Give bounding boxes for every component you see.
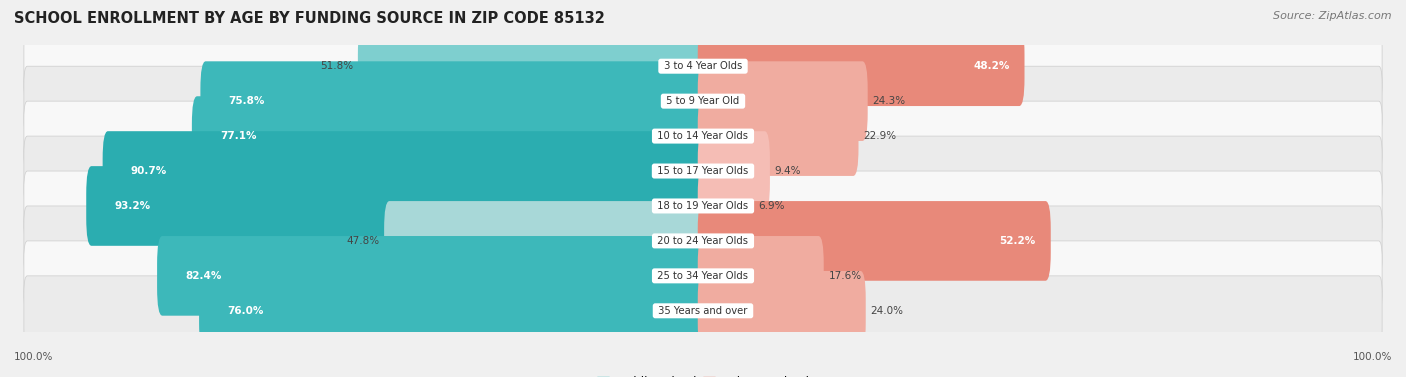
- Text: 18 to 19 Year Olds: 18 to 19 Year Olds: [654, 201, 752, 211]
- Text: 24.3%: 24.3%: [872, 96, 905, 106]
- FancyBboxPatch shape: [86, 166, 709, 246]
- FancyBboxPatch shape: [24, 241, 1382, 311]
- Text: 25 to 34 Year Olds: 25 to 34 Year Olds: [654, 271, 752, 281]
- Text: 10 to 14 Year Olds: 10 to 14 Year Olds: [654, 131, 752, 141]
- FancyBboxPatch shape: [24, 276, 1382, 346]
- Text: 17.6%: 17.6%: [828, 271, 862, 281]
- FancyBboxPatch shape: [24, 136, 1382, 206]
- FancyBboxPatch shape: [24, 206, 1382, 276]
- Text: SCHOOL ENROLLMENT BY AGE BY FUNDING SOURCE IN ZIP CODE 85132: SCHOOL ENROLLMENT BY AGE BY FUNDING SOUR…: [14, 11, 605, 26]
- Text: 47.8%: 47.8%: [346, 236, 380, 246]
- FancyBboxPatch shape: [201, 61, 709, 141]
- FancyBboxPatch shape: [24, 171, 1382, 241]
- Text: 90.7%: 90.7%: [131, 166, 167, 176]
- Text: 75.8%: 75.8%: [229, 96, 264, 106]
- Text: 15 to 17 Year Olds: 15 to 17 Year Olds: [654, 166, 752, 176]
- Text: 5 to 9 Year Old: 5 to 9 Year Old: [664, 96, 742, 106]
- FancyBboxPatch shape: [359, 26, 709, 106]
- FancyBboxPatch shape: [697, 271, 866, 351]
- FancyBboxPatch shape: [697, 131, 770, 211]
- FancyBboxPatch shape: [697, 61, 868, 141]
- Text: 76.0%: 76.0%: [228, 306, 264, 316]
- FancyBboxPatch shape: [24, 66, 1382, 136]
- Text: 82.4%: 82.4%: [186, 271, 222, 281]
- FancyBboxPatch shape: [200, 271, 709, 351]
- Text: 77.1%: 77.1%: [221, 131, 256, 141]
- Text: 48.2%: 48.2%: [973, 61, 1010, 71]
- Text: 51.8%: 51.8%: [321, 61, 353, 71]
- Text: Source: ZipAtlas.com: Source: ZipAtlas.com: [1274, 11, 1392, 21]
- FancyBboxPatch shape: [384, 201, 709, 281]
- Text: 24.0%: 24.0%: [870, 306, 903, 316]
- FancyBboxPatch shape: [103, 131, 709, 211]
- Text: 100.0%: 100.0%: [1353, 352, 1392, 362]
- Text: 52.2%: 52.2%: [1000, 236, 1036, 246]
- FancyBboxPatch shape: [157, 236, 709, 316]
- Text: 9.4%: 9.4%: [775, 166, 801, 176]
- Text: 3 to 4 Year Olds: 3 to 4 Year Olds: [661, 61, 745, 71]
- Text: 35 Years and over: 35 Years and over: [655, 306, 751, 316]
- Text: 22.9%: 22.9%: [863, 131, 896, 141]
- Text: 93.2%: 93.2%: [114, 201, 150, 211]
- FancyBboxPatch shape: [697, 96, 859, 176]
- FancyBboxPatch shape: [697, 26, 1025, 106]
- FancyBboxPatch shape: [697, 201, 1050, 281]
- FancyBboxPatch shape: [697, 166, 754, 246]
- FancyBboxPatch shape: [24, 31, 1382, 101]
- Text: 6.9%: 6.9%: [758, 201, 785, 211]
- Legend: Public School, Private School: Public School, Private School: [598, 376, 808, 377]
- FancyBboxPatch shape: [191, 96, 709, 176]
- Text: 100.0%: 100.0%: [14, 352, 53, 362]
- FancyBboxPatch shape: [24, 101, 1382, 171]
- Text: 20 to 24 Year Olds: 20 to 24 Year Olds: [654, 236, 752, 246]
- FancyBboxPatch shape: [697, 236, 824, 316]
